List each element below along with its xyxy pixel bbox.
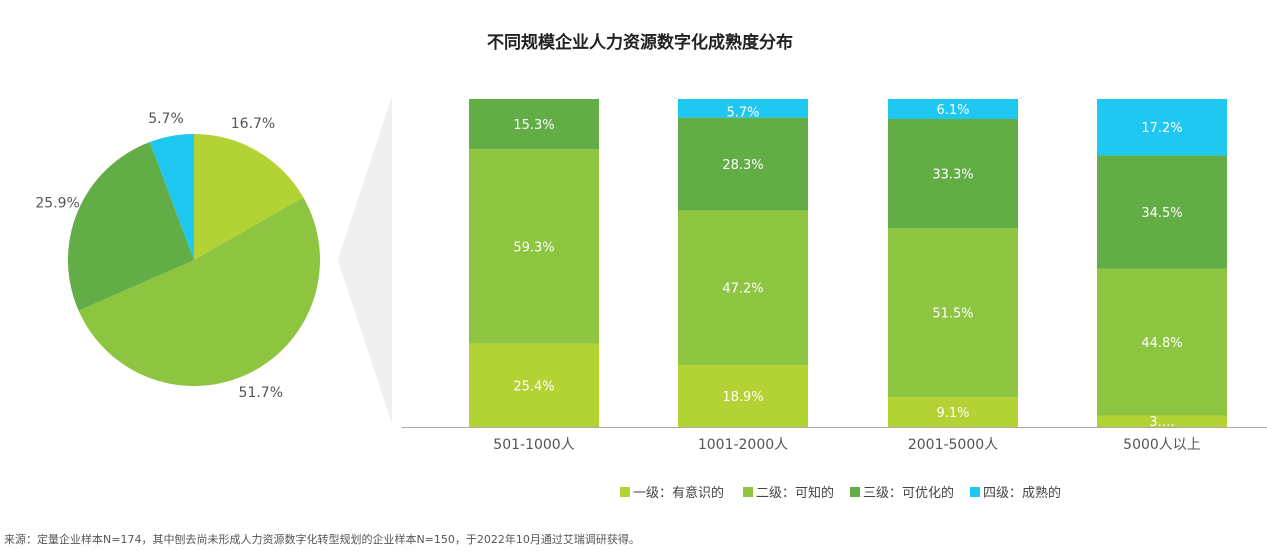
bar-data-label: 51.5% (932, 307, 973, 322)
bar-data-label: 18.9% (722, 390, 763, 405)
bar-data-label: 17.2% (1141, 121, 1182, 136)
bar-data-label: 3.… (1149, 415, 1174, 430)
bar-segment (469, 149, 599, 344)
pie-chart: 16.7% 51.7% 25.9% 5.7% (35, 111, 320, 401)
bar-segment (469, 343, 599, 427)
bar-data-label: 44.8% (1141, 336, 1182, 351)
legend-label: 三级：可优化的 (863, 485, 954, 501)
x-tick-label: 2001-5000人 (908, 437, 998, 453)
bar-data-label: 6.1% (936, 103, 969, 118)
bar-segment (678, 99, 808, 118)
legend-label: 一级：有意识的 (633, 485, 724, 501)
legend: 一级：有意识的 二级：可知的 三级：可优化的 四级：成熟的 (620, 485, 1061, 501)
pie-slice (194, 134, 304, 260)
x-tick-label: 501-1000人 (493, 437, 574, 453)
bar-segment (1097, 268, 1227, 416)
bar-segment (888, 228, 1018, 398)
x-tick-label: 5000人以上 (1123, 437, 1201, 453)
bar-segment (678, 117, 808, 211)
bar-data-label: 34.5% (1141, 206, 1182, 221)
pie-slice (149, 134, 194, 260)
legend-swatch (620, 487, 630, 497)
bar-data-label: 5.7% (726, 106, 759, 121)
bar-data-label: 33.3% (932, 168, 973, 183)
stacked-bar-chart: 25.4% 59.3% 15.3% 501-1000人 18.9% 47.2% 28.3% 5… (469, 99, 1227, 453)
legend-label: 四级：成熟的 (983, 485, 1061, 501)
bar-data-label: 59.3% (513, 240, 554, 255)
bar-segment (678, 210, 808, 366)
x-tick-label: 1001-2000人 (698, 437, 788, 453)
pie-data-label: 5.7% (148, 111, 184, 127)
pie-slice (68, 141, 194, 311)
bar-segment (888, 99, 1018, 120)
pie-to-bar-connector (338, 96, 392, 424)
pie-data-label: 25.9% (35, 196, 79, 212)
bar-segment (678, 365, 808, 427)
legend-swatch (970, 487, 980, 497)
bar-segment (888, 119, 1018, 229)
bar-data-label: 9.1% (936, 406, 969, 421)
source-note: 来源：定量企业样本N=174，其中刨去尚未形成人力资源数字化转型规划的企业样本N… (4, 532, 640, 546)
pie-data-label: 51.7% (239, 385, 283, 401)
pie-slice (78, 197, 320, 386)
bar-data-label: 25.4% (513, 379, 554, 394)
bar-segment (1097, 99, 1227, 156)
bar-data-label: 47.2% (722, 282, 763, 297)
bar-segment (469, 99, 599, 150)
pie-data-label: 16.7% (231, 116, 275, 132)
legend-swatch (850, 487, 860, 497)
legend-swatch (743, 487, 753, 497)
bar-segment (888, 397, 1018, 427)
bar-segment (1097, 415, 1227, 427)
bar-data-label: 15.3% (513, 118, 554, 133)
bar-data-label: 28.3% (722, 158, 763, 173)
chart-title: 不同规模企业人力资源数字化成熟度分布 (487, 32, 793, 53)
bar-segment (1097, 155, 1227, 269)
legend-label: 二级：可知的 (756, 485, 834, 501)
